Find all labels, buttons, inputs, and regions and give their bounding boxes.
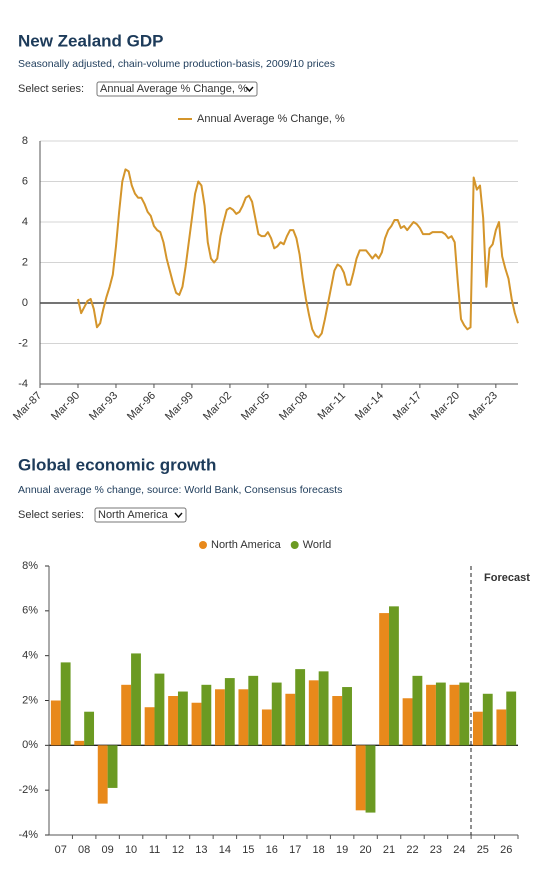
- x-tick-label: 24: [453, 844, 465, 856]
- select-label: Select series:: [18, 83, 84, 95]
- bar: [285, 693, 296, 746]
- bar: [154, 673, 165, 746]
- bar: [342, 687, 352, 746]
- bar: [50, 700, 61, 746]
- bar: [402, 698, 413, 746]
- x-tick-label: 21: [383, 844, 395, 856]
- chart-title: Global economic growth: [18, 455, 216, 474]
- bar: [472, 711, 483, 746]
- select-box[interactable]: [94, 507, 187, 523]
- bar: [168, 696, 178, 746]
- bar: [435, 682, 446, 746]
- bar: [177, 691, 188, 746]
- data-line: [77, 168, 519, 339]
- x-tick-label: 16: [266, 844, 278, 856]
- bar: [426, 684, 436, 746]
- y-tick-label: 2%: [22, 694, 38, 706]
- select-value[interactable]: Annual Average % Change, %: [100, 83, 248, 95]
- bar: [506, 691, 517, 746]
- x-tick-label: 07: [55, 844, 67, 856]
- select-arrow[interactable]: [174, 512, 183, 519]
- bar: [295, 669, 306, 746]
- y-tick-label: 4: [22, 216, 28, 228]
- legend-label: World: [303, 539, 332, 551]
- bar: [355, 745, 366, 811]
- legend-label: Annual Average % Change, %: [197, 113, 345, 125]
- bar: [449, 684, 460, 746]
- bar: [131, 653, 141, 746]
- y-tick-label: 0%: [22, 739, 38, 751]
- bar: [191, 702, 202, 746]
- bar: [121, 684, 132, 746]
- bar: [459, 682, 470, 746]
- y-tick-label: 8%: [22, 560, 38, 572]
- select-box[interactable]: [96, 81, 258, 97]
- y-tick-label: 0: [22, 297, 28, 309]
- y-tick-label: -4: [18, 378, 28, 390]
- bar: [379, 613, 390, 746]
- x-tick-label: 09: [102, 844, 114, 856]
- x-tick-label: 22: [406, 844, 418, 856]
- x-tick-label: 17: [289, 844, 301, 856]
- x-tick-label: 10: [125, 844, 137, 856]
- x-tick-label: 13: [195, 844, 207, 856]
- bar: [107, 745, 118, 788]
- bar: [482, 693, 493, 746]
- legend-swatch: [290, 541, 299, 549]
- x-tick-label: 19: [336, 844, 348, 856]
- x-tick-label: 08: [78, 844, 90, 856]
- chart-subtitle: Annual average % change, source: World B…: [18, 484, 342, 496]
- bar: [144, 707, 155, 746]
- select-label: Select series:: [18, 509, 84, 521]
- bar: [84, 711, 95, 746]
- x-tick-label: 11: [149, 844, 160, 856]
- y-tick-label: 6: [22, 175, 28, 187]
- bar: [261, 709, 272, 746]
- bar: [74, 740, 85, 746]
- forecast-label: Forecast: [484, 572, 530, 584]
- bar: [248, 675, 259, 746]
- x-tick-label: 15: [242, 844, 254, 856]
- x-tick-label: 23: [430, 844, 442, 856]
- x-tick-label: 20: [359, 844, 371, 856]
- bar: [224, 678, 235, 746]
- bar: [318, 671, 329, 746]
- chart-title: New Zealand GDP: [18, 31, 163, 50]
- y-tick-label: 2: [22, 256, 28, 268]
- bar: [271, 682, 282, 746]
- legend-label: North America: [211, 539, 282, 551]
- y-tick-label: -4%: [18, 829, 38, 841]
- select-arrow[interactable]: [245, 86, 254, 93]
- bar: [201, 684, 212, 746]
- y-tick-label: 4%: [22, 650, 38, 662]
- x-tick-label: 14: [219, 844, 231, 856]
- bar: [215, 689, 225, 746]
- bar: [97, 745, 108, 804]
- bar: [365, 745, 376, 813]
- bar: [308, 680, 319, 746]
- x-tick-label: 18: [313, 844, 325, 856]
- x-tick-label: 12: [172, 844, 184, 856]
- x-tick-label: 25: [477, 844, 489, 856]
- bar: [238, 689, 249, 746]
- bar: [60, 662, 71, 746]
- legend-swatch: [199, 541, 207, 549]
- bar: [496, 709, 507, 746]
- bar: [332, 696, 343, 746]
- select-value[interactable]: North America: [98, 509, 169, 521]
- y-tick-label: 8: [22, 135, 28, 147]
- bar: [389, 606, 399, 746]
- y-tick-label: 6%: [22, 605, 38, 617]
- y-tick-label: -2: [18, 337, 28, 349]
- y-tick-label: -2%: [18, 784, 38, 796]
- x-tick-label: 26: [500, 844, 512, 856]
- bar: [412, 675, 423, 746]
- chart-subtitle: Seasonally adjusted, chain-volume produc…: [18, 58, 335, 70]
